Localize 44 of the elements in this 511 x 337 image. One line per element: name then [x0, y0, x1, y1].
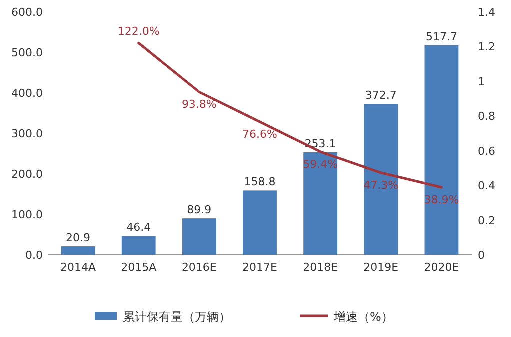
- y-tick-label: 500.0: [12, 46, 43, 60]
- y-tick-label: 300.0: [12, 128, 43, 140]
- y2-tick-label: 0.2: [478, 214, 496, 228]
- data-label: 20.9: [66, 232, 91, 245]
- bar: [424, 45, 459, 255]
- y2-tick-label: 0.6: [478, 144, 496, 158]
- x-tick-label: 2016E: [182, 261, 217, 274]
- data-label: 372.7: [365, 89, 397, 102]
- data-label: 38.9%: [424, 193, 460, 206]
- y2-tick-label: 0.8: [478, 110, 496, 124]
- y2-tick-label: 1: [478, 75, 485, 88]
- legend-label: 累计保有量（万辆）: [123, 310, 231, 324]
- y2-tick-label: 1.4: [478, 6, 496, 19]
- x-tick-label: 2015A: [121, 261, 158, 274]
- x-tick-label: 2018E: [303, 261, 338, 274]
- bar: [182, 218, 216, 255]
- data-label: 517.7: [426, 30, 458, 44]
- data-label: 122.0%: [118, 25, 160, 38]
- line-series: [138, 42, 443, 189]
- y2-tick-label: 0.4: [478, 180, 496, 193]
- x-tick-label: 2020E: [424, 261, 460, 274]
- data-label: 93.8%: [182, 98, 217, 112]
- bar: [304, 152, 338, 255]
- x-tick-label: 2017E: [242, 261, 278, 274]
- x-tick-label: 2014A: [60, 261, 97, 274]
- data-label: 76.6%: [242, 128, 278, 142]
- y-tick-label: 0.0: [26, 249, 43, 262]
- y-tick-label: 200.0: [12, 168, 43, 181]
- bar: [122, 236, 156, 255]
- data-label: 158.8: [244, 176, 276, 189]
- data-label: 89.9: [187, 204, 212, 217]
- data-label: 46.4: [126, 221, 152, 234]
- x-tick-label: 2019E: [364, 261, 399, 274]
- bar: [61, 246, 96, 255]
- y-tick-label: 400.0: [12, 87, 43, 100]
- y2-tick-label: 0: [478, 249, 485, 262]
- bar: [364, 104, 398, 255]
- data-label: 47.3%: [364, 178, 399, 192]
- y2-tick-label: 1.2: [478, 40, 496, 54]
- bar: [243, 190, 277, 255]
- data-label: 59.4%: [303, 158, 338, 171]
- y-tick-label: 600.0: [12, 6, 43, 19]
- y-tick-label: 100.0: [12, 208, 43, 222]
- legend-label: 增速（%）: [333, 310, 394, 324]
